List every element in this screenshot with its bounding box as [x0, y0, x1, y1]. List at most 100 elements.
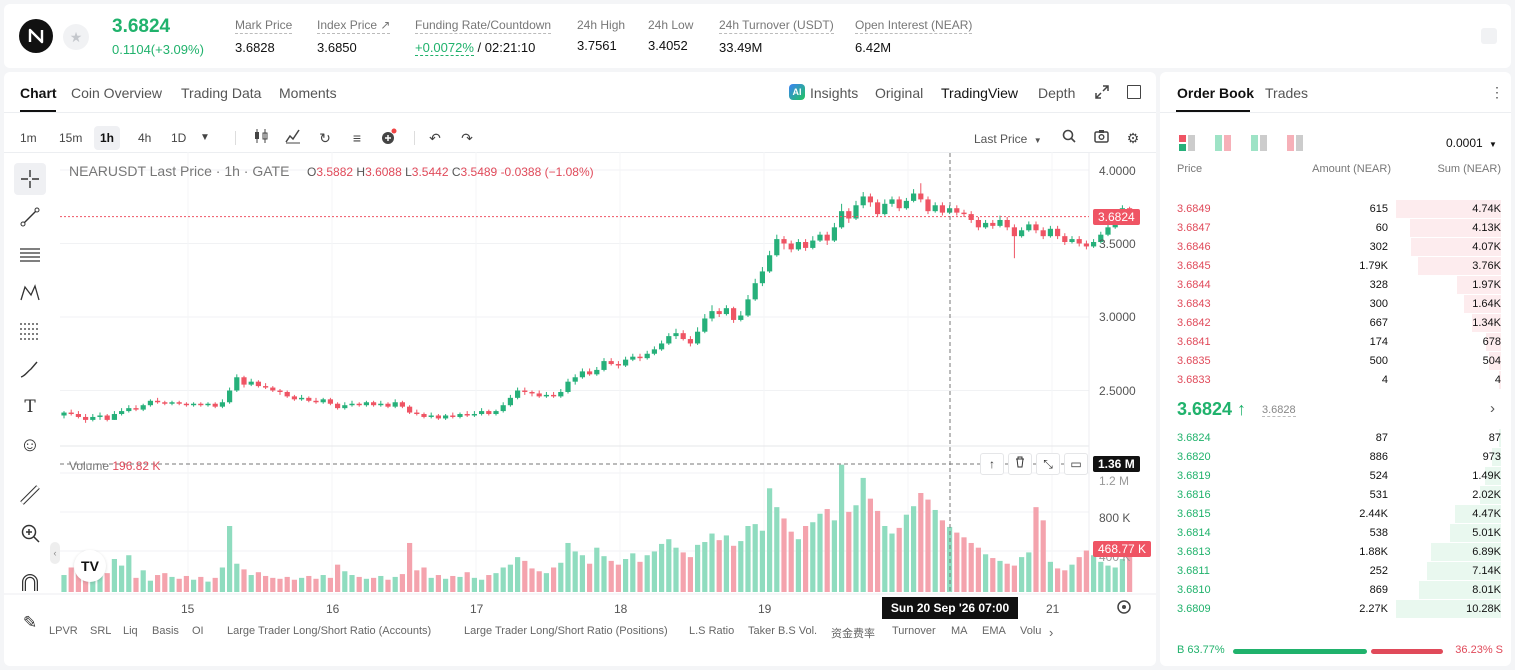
view-tradingview[interactable]: TradingView [941, 85, 1019, 101]
bid-row[interactable]: 3.6810 869 8.01K [1160, 581, 1511, 600]
bid-row[interactable]: 3.6815 2.44K 4.47K [1160, 505, 1511, 524]
ask-row[interactable]: 3.6847 60 4.13K [1160, 219, 1511, 238]
price-type-select[interactable]: Last Price ▼ [974, 132, 1042, 146]
collapse-toolbar-icon[interactable]: ‹ [50, 542, 60, 564]
tab-trading-data[interactable]: Trading Data [181, 85, 262, 101]
redo-icon[interactable]: ↷ [461, 130, 473, 146]
ask-row[interactable]: 3.6849 615 4.74K [1160, 200, 1511, 219]
bid-row[interactable]: 3.6809 2.27K 10.28K [1160, 600, 1511, 619]
ask-row[interactable]: 3.6846 302 4.07K [1160, 238, 1511, 257]
book-asks-icon[interactable] [1287, 135, 1303, 151]
indicator-taker-vol[interactable]: Taker B.S Vol. [748, 625, 818, 637]
book-icon[interactable] [1481, 28, 1497, 44]
bid-row[interactable]: 3.6813 1.88K 6.89K [1160, 543, 1511, 562]
zoom-icon[interactable] [14, 517, 46, 549]
view-depth[interactable]: Depth [1038, 85, 1076, 101]
refresh-icon[interactable]: ↻ [319, 130, 331, 146]
fib-icon[interactable] [14, 315, 46, 347]
view-original[interactable]: Original [875, 85, 924, 101]
chart-canvas[interactable] [4, 72, 1156, 666]
tab-chart[interactable]: Chart [20, 85, 57, 101]
more-icon[interactable]: ⋮ [1490, 84, 1504, 100]
timeframe-1m[interactable]: 1m [20, 131, 37, 145]
settings-icon[interactable]: ⚙ [1126, 130, 1140, 146]
camera-icon[interactable] [1091, 128, 1111, 148]
bid-row[interactable]: 3.6820 886 973 [1160, 448, 1511, 467]
timeframe-1d[interactable]: 1D [171, 131, 187, 145]
bid-row[interactable]: 3.6814 538 5.01K [1160, 524, 1511, 543]
trend-line-icon[interactable] [14, 201, 46, 233]
undo-icon[interactable]: ↶ [429, 130, 441, 146]
ask-row[interactable]: 3.6844 328 1.97K [1160, 276, 1511, 295]
trash-icon[interactable] [1008, 453, 1032, 475]
indicator-liq[interactable]: Liq [123, 625, 138, 637]
bid-row[interactable]: 3.6824 87 87 [1160, 429, 1511, 448]
fullscreen-icon[interactable] [1127, 85, 1141, 99]
ruler-icon[interactable] [14, 479, 46, 511]
ask-row[interactable]: 3.6835 500 504 [1160, 352, 1511, 371]
bid-row[interactable]: 3.6811 252 7.14K [1160, 562, 1511, 581]
indicator-ma[interactable]: MA [951, 625, 968, 637]
indicator-ema[interactable]: EMA [982, 625, 1006, 637]
ask-row[interactable]: 3.6841 174 678 [1160, 333, 1511, 352]
bid-row[interactable]: 3.6819 524 1.49K [1160, 467, 1511, 486]
tab-order-book[interactable]: Order Book [1177, 85, 1255, 101]
book-bids-icon[interactable] [1251, 135, 1267, 151]
volume-bar [371, 577, 377, 592]
volume-bar [1019, 557, 1025, 592]
timeframe-1h[interactable]: 1h [94, 126, 121, 150]
indicator-funding-rate[interactable]: 资金费率 [831, 628, 875, 640]
brush-icon[interactable] [14, 353, 46, 385]
precision-select[interactable]: 0.0001 ▼ [1446, 136, 1497, 150]
indicator-ls-positions[interactable]: Large Trader Long/Short Ratio (Positions… [464, 625, 668, 637]
indicator-volume[interactable]: Volu [1020, 625, 1042, 637]
view-insights[interactable]: Insights [810, 85, 859, 101]
indicator-oi[interactable]: OI [192, 625, 204, 637]
star-icon[interactable]: ★ [63, 24, 89, 50]
book-both-icon[interactable] [1179, 135, 1195, 151]
pattern-icon[interactable] [14, 277, 46, 309]
timeframe-15m[interactable]: 15m [59, 131, 83, 145]
ask-row[interactable]: 3.6845 1.79K 3.76K [1160, 257, 1511, 276]
candle [313, 400, 319, 403]
ask-row[interactable]: 3.6833 4 4 [1160, 371, 1511, 390]
order-amount: 4 [1381, 374, 1388, 386]
tab-moments[interactable]: Moments [279, 85, 337, 101]
indicator-srl[interactable]: SRL [90, 625, 112, 637]
indicator-lpvr[interactable]: LPVR [49, 625, 78, 637]
book-split-icon[interactable] [1215, 135, 1231, 151]
indicator-ls-accounts[interactable]: Large Trader Long/Short Ratio (Accounts) [227, 625, 432, 637]
search-icon[interactable] [1059, 128, 1079, 148]
indicators-icon[interactable] [283, 128, 303, 148]
chevron-right-icon[interactable]: › [1490, 400, 1495, 417]
expand-icon[interactable] [1094, 84, 1110, 100]
crosshair-icon[interactable] [14, 163, 46, 195]
tab-trades[interactable]: Trades [1265, 85, 1309, 101]
arrow-up-icon[interactable]: ↑ [980, 453, 1004, 475]
candle-type-icon[interactable] [251, 128, 271, 148]
x-axis-tick: 17 [470, 602, 484, 616]
text-icon[interactable]: T [24, 397, 36, 417]
timeframe-4h[interactable]: 4h [138, 131, 152, 145]
ask-row[interactable]: 3.6842 667 1.34K [1160, 314, 1511, 333]
x-axis-tick: 21 [1046, 602, 1060, 616]
stat-index-price[interactable]: Index Price ↗ 3.6850 [317, 18, 391, 55]
chart-settings-icon[interactable] [1116, 599, 1132, 618]
magnet-icon[interactable] [14, 567, 46, 599]
emoji-icon[interactable]: ☺ [19, 433, 41, 456]
ask-row[interactable]: 3.6843 300 1.64K [1160, 295, 1511, 314]
maximize-icon[interactable]: ▭ [1064, 453, 1088, 475]
caret-down-icon[interactable]: ▼ [200, 132, 210, 143]
bid-row[interactable]: 3.6816 531 2.02K [1160, 486, 1511, 505]
volume-bar [111, 559, 117, 592]
template-icon[interactable]: ≡ [352, 130, 362, 146]
chevron-right-icon[interactable]: › [1049, 625, 1054, 640]
pencil-icon[interactable]: ✎ [22, 613, 38, 632]
indicator-ls-ratio[interactable]: L.S Ratio [689, 625, 735, 637]
indicator-basis[interactable]: Basis [152, 625, 179, 637]
collapse-icon[interactable]: ⤡ [1036, 453, 1060, 475]
indicator-turnover[interactable]: Turnover [892, 625, 936, 637]
tab-coin-overview[interactable]: Coin Overview [71, 85, 163, 101]
horizontal-lines-icon[interactable] [14, 239, 46, 271]
add-alert-icon[interactable] [379, 128, 399, 148]
